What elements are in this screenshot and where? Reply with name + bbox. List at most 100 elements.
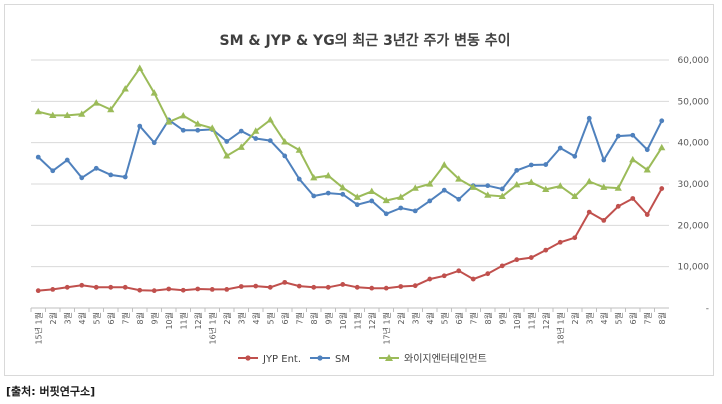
data-point xyxy=(122,284,128,290)
x-tick-label: 4월 xyxy=(251,312,261,324)
data-point xyxy=(369,198,375,204)
x-tick-label: 3월 xyxy=(236,312,246,324)
data-point xyxy=(107,105,115,113)
x-tick-label: 9월 xyxy=(323,312,333,324)
data-point xyxy=(267,138,273,144)
data-point xyxy=(469,183,477,190)
x-tick-label: 11월 xyxy=(178,312,188,330)
data-point xyxy=(441,273,447,279)
data-point xyxy=(397,193,405,200)
data-point xyxy=(224,287,230,292)
chart-title: SM & JYP & YG의 최근 3년간 주가 변동 추이 xyxy=(220,32,511,49)
series-layer xyxy=(34,64,666,294)
data-point xyxy=(93,165,99,171)
data-point xyxy=(194,120,202,127)
data-point xyxy=(49,111,57,118)
data-point xyxy=(108,172,114,178)
data-point xyxy=(614,184,622,191)
data-point xyxy=(92,99,100,106)
data-point xyxy=(382,196,390,204)
data-point xyxy=(296,283,302,289)
data-point xyxy=(426,180,434,187)
data-point xyxy=(108,284,114,290)
data-point xyxy=(411,184,419,191)
x-tick-label: 7월 xyxy=(642,312,652,324)
data-point xyxy=(514,167,520,173)
data-point xyxy=(340,191,346,197)
line-chart: SM & JYP & YG의 최근 3년간 주가 변동 추이 - 10,000 20… xyxy=(30,32,710,365)
data-point xyxy=(499,186,505,192)
data-point xyxy=(121,85,129,92)
data-point xyxy=(93,284,99,290)
data-point xyxy=(485,183,491,189)
x-tick-label: 5월 xyxy=(439,312,449,324)
data-point xyxy=(644,212,650,217)
x-tick-label: 3월 xyxy=(410,312,420,324)
data-point xyxy=(282,153,288,159)
x-tick-label: 12월 xyxy=(193,312,203,330)
data-point xyxy=(557,239,563,245)
data-point xyxy=(296,176,302,182)
data-point xyxy=(543,247,549,253)
data-point xyxy=(224,139,230,144)
x-tick-label: 4월 xyxy=(425,312,435,324)
data-point xyxy=(556,182,564,189)
data-point xyxy=(165,118,173,125)
data-point xyxy=(643,166,651,173)
data-point xyxy=(63,111,71,118)
x-tick-label: 18년 1월 xyxy=(555,312,565,345)
x-tick-label: 3월 xyxy=(584,312,594,324)
data-point xyxy=(122,174,128,180)
data-point xyxy=(354,284,360,290)
x-tick-label: 10월 xyxy=(512,312,522,330)
data-point xyxy=(659,186,665,191)
data-point xyxy=(470,276,476,282)
data-point xyxy=(281,138,289,145)
data-point xyxy=(252,127,260,134)
x-tick-label: 3월 xyxy=(62,312,72,324)
data-point xyxy=(353,193,361,200)
data-point xyxy=(615,133,621,139)
data-point xyxy=(528,162,534,168)
series-와이지엔터테인먼트 xyxy=(34,64,666,204)
legend-item: 와이지엔터테인먼트 xyxy=(379,353,487,365)
x-tick-label: 16년 1월 xyxy=(207,312,217,345)
data-point xyxy=(644,147,650,153)
data-point xyxy=(412,208,418,214)
data-point xyxy=(440,161,448,168)
data-point xyxy=(658,143,666,151)
x-tick-label: 17년 1월 xyxy=(381,312,391,345)
x-tick-label: 15년 1월 xyxy=(33,312,43,345)
series-line xyxy=(38,66,663,202)
data-point xyxy=(79,282,85,288)
legend-marker xyxy=(245,355,251,361)
data-point xyxy=(615,203,621,209)
data-point xyxy=(310,174,318,181)
data-point xyxy=(528,255,534,260)
data-point xyxy=(354,202,360,208)
x-tick-label: 7월 xyxy=(468,312,478,324)
data-point xyxy=(441,187,447,193)
data-point xyxy=(601,217,607,223)
data-point xyxy=(78,110,86,117)
data-point xyxy=(586,209,592,215)
data-point xyxy=(601,157,607,163)
data-point xyxy=(383,285,389,291)
data-point xyxy=(195,127,201,133)
x-tick-label: 8월 xyxy=(657,312,667,324)
data-point xyxy=(325,190,331,196)
y-tick-label: - xyxy=(706,304,709,314)
data-point xyxy=(35,154,41,160)
x-tick-label: 6월 xyxy=(454,312,464,324)
data-point xyxy=(586,115,592,121)
data-point xyxy=(572,235,578,241)
data-point xyxy=(34,107,42,115)
x-tick-label: 6월 xyxy=(106,312,116,324)
data-point xyxy=(35,288,41,294)
data-point xyxy=(514,257,520,263)
y-tick-label: 40,000 xyxy=(678,139,710,149)
x-tick-label: 2월 xyxy=(396,312,406,324)
data-point xyxy=(253,283,259,289)
x-tick-label: 5월 xyxy=(91,312,101,324)
x-tick-label: 6월 xyxy=(628,312,638,324)
